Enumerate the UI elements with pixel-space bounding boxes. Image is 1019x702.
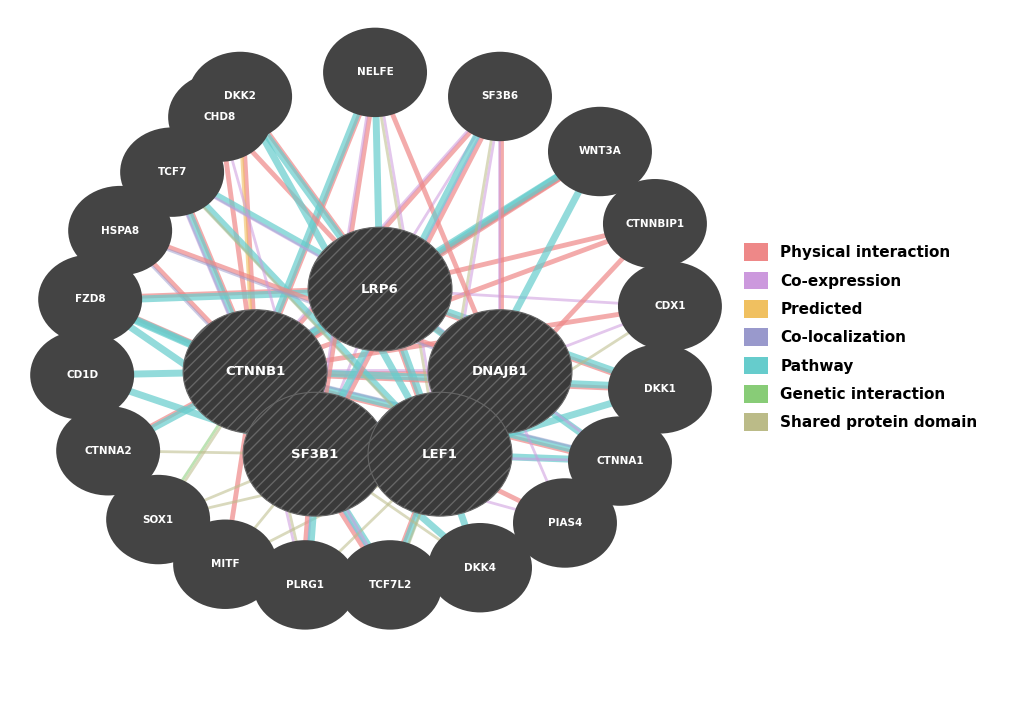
Text: CDX1: CDX1 — [653, 301, 685, 311]
Text: DKK1: DKK1 — [643, 384, 676, 394]
Ellipse shape — [106, 475, 210, 564]
Text: TCF7: TCF7 — [157, 167, 186, 177]
Ellipse shape — [428, 310, 572, 434]
Legend: Physical interaction, Co-expression, Predicted, Co-localization, Pathway, Geneti: Physical interaction, Co-expression, Pre… — [737, 237, 982, 437]
Text: NELFE: NELFE — [357, 67, 393, 77]
Text: CTNNBIP1: CTNNBIP1 — [625, 219, 684, 229]
Ellipse shape — [168, 72, 272, 162]
Ellipse shape — [120, 128, 224, 217]
Ellipse shape — [253, 541, 357, 630]
Text: DNAJB1: DNAJB1 — [471, 365, 528, 378]
Text: LRP6: LRP6 — [361, 283, 398, 296]
Ellipse shape — [447, 52, 551, 141]
Text: CD1D: CD1D — [66, 370, 98, 380]
Ellipse shape — [38, 255, 142, 344]
Text: CTNNA1: CTNNA1 — [595, 456, 643, 466]
Ellipse shape — [183, 310, 327, 434]
Ellipse shape — [547, 107, 651, 196]
Text: SF3B1: SF3B1 — [291, 448, 338, 461]
Ellipse shape — [602, 179, 706, 268]
Ellipse shape — [618, 262, 721, 351]
Ellipse shape — [31, 331, 135, 420]
Text: CTNNA2: CTNNA2 — [85, 446, 131, 456]
Ellipse shape — [607, 344, 711, 434]
Ellipse shape — [68, 186, 172, 275]
Text: DKK2: DKK2 — [224, 91, 256, 102]
Text: SOX1: SOX1 — [143, 515, 173, 524]
Ellipse shape — [568, 416, 672, 505]
Text: TCF7L2: TCF7L2 — [368, 580, 412, 590]
Text: WNT3A: WNT3A — [578, 147, 621, 157]
Ellipse shape — [428, 523, 532, 612]
Text: SF3B6: SF3B6 — [481, 91, 518, 102]
Ellipse shape — [187, 52, 291, 141]
Ellipse shape — [56, 406, 160, 496]
Ellipse shape — [513, 478, 616, 568]
Ellipse shape — [173, 519, 277, 609]
Text: LEF1: LEF1 — [422, 448, 458, 461]
Text: MITF: MITF — [211, 559, 239, 569]
Ellipse shape — [337, 541, 441, 630]
Text: PIAS4: PIAS4 — [547, 518, 582, 528]
Text: CHD8: CHD8 — [204, 112, 236, 122]
Text: DKK4: DKK4 — [464, 563, 495, 573]
Text: FZD8: FZD8 — [74, 294, 105, 305]
Ellipse shape — [308, 227, 451, 351]
Ellipse shape — [243, 392, 386, 516]
Ellipse shape — [323, 27, 427, 117]
Text: PLRG1: PLRG1 — [285, 580, 324, 590]
Ellipse shape — [368, 392, 512, 516]
Text: HSPA8: HSPA8 — [101, 225, 139, 236]
Text: CTNNB1: CTNNB1 — [225, 365, 285, 378]
